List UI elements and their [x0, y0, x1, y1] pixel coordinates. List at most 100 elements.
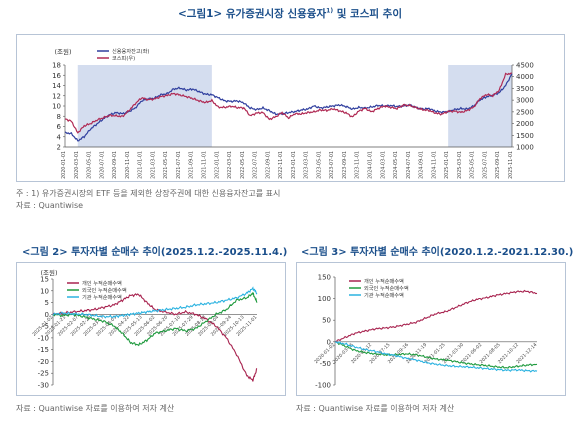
fig1-series-line-1 [64, 72, 513, 134]
fig3-ytick-label: -50 [320, 360, 331, 368]
fig2-ytick-label: -10 [38, 334, 49, 342]
fig1-ytick-label: 4 [57, 133, 62, 141]
fig1-legend-label: 코스피(우) [112, 54, 135, 62]
fig1-xtick-label: 2024-01-01 [368, 151, 374, 179]
fig2-ytick-label: 5 [45, 299, 49, 307]
fig1-xtick-label: 2023-09-01 [342, 151, 348, 179]
fig1-shaded-period-0 [77, 65, 212, 147]
figure2-source: 자료 : Quantiwise 자료를 이용하여 저자 계산 [16, 404, 175, 413]
fig1-unit-label: (조원) [54, 47, 71, 56]
fig1-xtick-label: 2021-09-01 [189, 151, 195, 179]
fig1-xtick-label: 2022-03-01 [227, 151, 233, 179]
fig2-ytick-label: -30 [38, 382, 49, 390]
fig1-ytick-label: 10 [52, 103, 61, 111]
fig1-ytick-label: 2 [57, 144, 61, 152]
fig2-ytick-label: 0 [45, 311, 49, 319]
fig1-xtick-label: 2023-07-01 [329, 151, 335, 179]
fig1-legend-label: 신용융자잔고(좌) [112, 47, 149, 55]
fig2-ytick-label: -15 [38, 346, 49, 354]
figure3-source: 자료 : Quantiwise 자료를 이용하여 저자 계산 [296, 404, 455, 413]
fig3-ytick-label: -100 [315, 382, 331, 390]
figure3-title: <그림 3> 투자자별 순매수 추이(2020.1.2.-2021.12.30.… [301, 247, 574, 258]
fig3-ytick-label: 50 [322, 317, 331, 325]
fig1-xtick-label: 2025-05-01 [470, 151, 476, 179]
fig1-xtick-label: 2021-07-01 [176, 151, 182, 179]
fig2-ytick-label: -25 [38, 370, 49, 378]
fig3-ytick-label: 100 [318, 295, 331, 303]
fig1-xtick-label: 2020-07-01 [99, 151, 105, 179]
fig1-ytick-right-label: 4000 [516, 73, 534, 81]
fig1-xtick-label: 2024-03-01 [380, 151, 386, 179]
fig3-legend-label: 기관 누적순매수액 [364, 291, 404, 299]
fig1-ytick-label: 16 [52, 72, 61, 80]
fig2-series-line-2 [52, 286, 258, 319]
fig1-xtick-label: 2024-09-01 [419, 151, 425, 179]
fig1-ytick-right-label: 3000 [516, 97, 534, 105]
fig1-xtick-label: 2024-11-01 [431, 151, 437, 179]
fig1-xtick-label: 2021-05-01 [163, 151, 169, 179]
fig1-ytick-right-label: 1000 [516, 144, 534, 152]
fig1-xtick-label: 2025-11-01 [508, 151, 514, 179]
fig1-xtick-label: 2023-11-01 [355, 151, 361, 179]
fig1-ytick-right-label: 4500 [516, 62, 534, 70]
fig2-legend-label: 기관 누적순매수액 [82, 293, 122, 301]
fig3-legend-label: 외국인 누적순매수액 [364, 284, 409, 292]
fig1-xtick-label: 2021-11-01 [201, 151, 207, 179]
fig1-xtick-label: 2025-03-01 [457, 151, 463, 179]
fig2-ytick-label: -20 [38, 358, 49, 366]
fig1-xtick-label: 2024-07-01 [406, 151, 412, 179]
fig2-series-line-0 [52, 293, 258, 382]
fig2-ytick-label: 15 [40, 276, 49, 284]
fig2-unit-label: (조원) [40, 268, 57, 277]
fig3-legend-label: 개인 누적순매수액 [364, 277, 404, 285]
fig1-ytick-label: 12 [52, 92, 61, 100]
figure3-chart: 150100500-50-1002020-01-022020-03-062020… [313, 274, 538, 390]
figure1-note: 주 : 1) 유가증권시장의 ETF 등을 제외한 상장주권에 대한 신용융자잔… [16, 189, 281, 198]
fig1-series-line-0 [64, 73, 513, 142]
fig1-xtick-label: 2022-09-01 [265, 151, 271, 179]
figure2-frame: 15 10 5 0 -5 -10 -15 -20 -25 -30 (조원) 2025-01-02 202… [16, 262, 286, 396]
fig1-xtick-label: 2025-09-01 [495, 151, 501, 179]
figure1-chart: 2 4 6 8 10 12 14 16 18 1000 1500 2000 2500 3000 3500 40… [52, 47, 534, 179]
fig1-xtick-label: 2023-01-01 [291, 151, 297, 179]
fig1-ytick-label: 18 [52, 62, 61, 70]
fig1-ytick-right-label: 3500 [516, 85, 534, 93]
figure1-title: <그림1> 유가증권시장 신용융자1) 및 코스피 추이 [0, 6, 580, 21]
fig1-xtick-label: 2020-01-01 [61, 151, 67, 179]
figure2-chart: 151050-5-10-15-20-25-30(조원)2025-01-02202… [31, 268, 258, 390]
fig1-xtick-label: 2020-05-01 [87, 151, 93, 179]
fig1-shaded-period-1 [448, 65, 512, 147]
fig3-series-line-0 [334, 289, 538, 343]
fig1-xtick-label: 2020-03-01 [74, 151, 80, 179]
fig1-ytick-right-label: 2000 [516, 120, 534, 128]
fig1-xtick-label: 2021-03-01 [150, 151, 156, 179]
fig3-series-line-2 [334, 341, 538, 373]
fig2-series-line-1 [52, 291, 258, 347]
fig2-legend-label: 개인 누적순매수액 [82, 279, 122, 287]
fig1-xtick-label: 2020-09-01 [112, 151, 118, 179]
fig2-ytick-label: -5 [42, 323, 49, 331]
figure1-title-tail: 및 코스피 추이 [333, 8, 402, 20]
figure3-frame: 150 100 50 0 -50 -100 2020-01-02 2020-03-06 2020… [296, 262, 566, 396]
fig3-ytick-label: 0 [327, 338, 331, 346]
fig1-xtick-label: 2025-01-01 [444, 151, 450, 179]
figure1-frame: 2 4 6 8 10 12 14 16 18 1000 1500 2000 2500 3000 3500 40… [16, 34, 565, 182]
fig1-xtick-label: 2022-05-01 [240, 151, 246, 179]
fig1-xtick-label: 2024-05-01 [393, 151, 399, 179]
fig1-xtick-label: 2022-01-01 [214, 151, 220, 179]
fig1-ytick-label: 14 [52, 82, 61, 90]
fig1-xtick-label: 2023-03-01 [304, 151, 310, 179]
fig1-xtick-label: 2020-11-01 [125, 151, 131, 179]
figure2-title: <그림 2> 투자자별 순매수 추이(2025.1.2.-2025.11.4.) [22, 247, 288, 258]
fig1-ytick-label: 8 [57, 113, 61, 121]
figure1-source: 자료 : Quantiwise [16, 201, 84, 210]
fig1-xtick-label: 2025-07-01 [482, 151, 488, 179]
fig2-legend-label: 외국인 누적순매수액 [82, 286, 127, 294]
fig1-xtick-label: 2022-11-01 [278, 151, 284, 179]
fig2-ytick-label: 10 [40, 287, 49, 295]
fig1-xtick-label: 2023-05-01 [316, 151, 322, 179]
fig1-ytick-right-label: 1500 [516, 132, 534, 140]
fig3-series-line-1 [334, 341, 538, 369]
fig1-xtick-label: 2022-07-01 [253, 151, 259, 179]
fig1-ytick-right-label: 2500 [516, 108, 534, 116]
